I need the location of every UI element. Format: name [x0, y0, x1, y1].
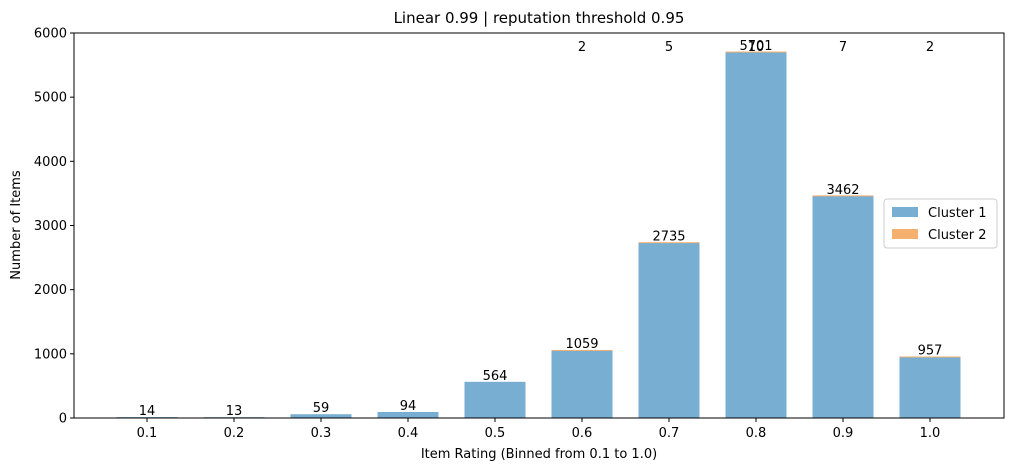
legend-label-cluster-1: Cluster 1	[928, 206, 987, 221]
y-tick-label: 1000	[34, 347, 67, 362]
y-tick-label: 2000	[34, 283, 67, 298]
data-label-cluster-1: 564	[483, 369, 508, 384]
data-label-cluster-2: 7	[839, 40, 847, 55]
data-label-cluster-1: 94	[400, 399, 417, 414]
legend: Cluster 1 Cluster 2	[883, 198, 998, 249]
y-tick-label: 4000	[34, 155, 67, 170]
x-tick-label: 0.9	[833, 426, 854, 441]
bar-cluster-2-0.9	[812, 195, 874, 197]
x-axis: 0.1 0.2 0.3 0.4 0.5 0.6 0.7 0.8 0.9 1.0	[137, 418, 941, 441]
bar-cluster-2-0.8	[725, 51, 787, 53]
x-tick-label: 0.8	[746, 426, 767, 441]
bar-cluster-1-0.4	[377, 411, 439, 418]
bar-cluster-2-0.7	[638, 242, 700, 244]
bar-cluster-1-0.8	[725, 52, 787, 419]
bar-cluster-1-0.5	[464, 381, 526, 418]
x-tick-label: 0.2	[224, 426, 245, 441]
y-tick-label: 3000	[34, 219, 67, 234]
data-label-cluster-2: 2	[578, 40, 586, 55]
y-tick-label: 5000	[34, 91, 67, 106]
y-axis: 0 1000 2000 3000 4000 5000 6000	[34, 27, 74, 427]
data-label-cluster-1: 14	[139, 404, 156, 419]
x-tick-label: 1.0	[920, 426, 941, 441]
x-tick-label: 0.5	[485, 426, 506, 441]
legend-swatch-cluster-1	[892, 207, 918, 217]
data-label-cluster-2: 10	[748, 40, 765, 55]
bar-cluster-1-1.0	[899, 356, 961, 418]
x-tick-label: 0.7	[659, 426, 680, 441]
data-label-cluster-2: 2	[926, 40, 934, 55]
y-tick-label: 0	[59, 412, 67, 427]
bars-layer	[116, 51, 961, 419]
data-label-cluster-1: 59	[313, 401, 330, 416]
x-tick-label: 0.3	[311, 426, 332, 441]
data-label-cluster-1: 13	[226, 404, 243, 419]
x-tick-label: 0.4	[398, 426, 419, 441]
y-tick-label: 6000	[34, 27, 67, 42]
data-label-cluster-2: 5	[665, 40, 673, 55]
data-label-cluster-1: 3462	[826, 183, 859, 198]
bar-cluster-2-0.6	[551, 349, 613, 351]
data-labels-layer: 14 13 59 94 564 1059 2735 5701 3462 957 2 5 10 7 2	[139, 39, 943, 419]
bar-cluster-2-1.0	[899, 356, 961, 358]
y-axis-title: Number of Items	[9, 170, 24, 280]
bar-cluster-1-0.9	[812, 195, 874, 418]
x-tick-label: 0.1	[137, 426, 158, 441]
x-axis-title: Item Rating (Binned from 0.1 to 1.0)	[421, 447, 657, 462]
bar-cluster-1-0.3	[290, 414, 352, 418]
data-label-cluster-1: 957	[918, 344, 943, 359]
data-label-cluster-1: 5701	[739, 39, 772, 54]
data-label-cluster-1: 1059	[565, 337, 598, 352]
bar-cluster-1-0.6	[551, 350, 613, 418]
x-tick-label: 0.6	[572, 426, 593, 441]
legend-label-cluster-2: Cluster 2	[928, 228, 987, 243]
chart-title: Linear 0.99 | reputation threshold 0.95	[394, 9, 685, 27]
bar-cluster-1-0.7	[638, 242, 700, 418]
data-label-cluster-1: 2735	[652, 230, 685, 245]
legend-swatch-cluster-2	[892, 229, 918, 239]
